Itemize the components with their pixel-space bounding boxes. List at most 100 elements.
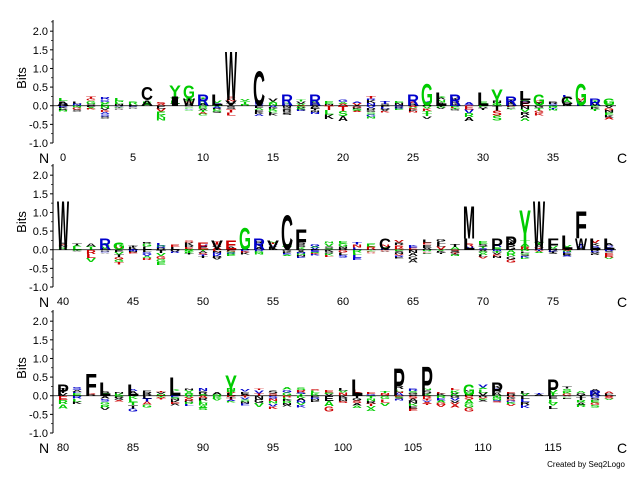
depleted-residue: L	[198, 400, 208, 404]
depleted-residue: E	[254, 105, 264, 108]
background-residue: S	[408, 394, 418, 397]
y-tick-label: 1.0	[33, 207, 48, 219]
background-residue: A	[86, 243, 97, 248]
depleted-residue: G	[366, 250, 376, 251]
residue-G: G	[533, 93, 545, 110]
background-residue: S	[268, 390, 278, 395]
depleted-residue: T	[156, 249, 167, 254]
background-residue: E	[324, 390, 334, 394]
credit-text: Created by Seq2Logo	[547, 460, 625, 469]
background-residue: A	[142, 103, 153, 107]
background-residue: N	[198, 388, 208, 392]
depleted-residue: S	[492, 401, 502, 403]
depleted-residue: A	[366, 253, 376, 254]
background-residue: K	[170, 388, 181, 391]
residue-G: G	[575, 79, 587, 113]
background-residue: T	[296, 394, 307, 397]
depleted-residue: S	[492, 115, 502, 123]
depleted-residue: E	[58, 107, 68, 109]
depleted-residue: R	[212, 108, 222, 110]
background-residue: N	[170, 393, 180, 396]
background-residue: T	[226, 102, 237, 106]
background-residue: T	[156, 390, 167, 392]
background-residue: R	[478, 103, 489, 106]
depleted-residue: K	[268, 406, 279, 410]
depleted-residue: K	[212, 255, 223, 258]
depleted-residue: R	[226, 254, 236, 256]
background-residue: V	[604, 104, 615, 107]
background-residue: A	[282, 387, 292, 390]
residue-E: E	[197, 241, 209, 252]
depleted-residue: E	[254, 109, 264, 112]
background-residue: A	[128, 389, 138, 392]
depleted-residue: A	[114, 106, 124, 107]
depleted-residue: K	[156, 114, 167, 118]
residue-G: G	[463, 383, 475, 400]
background-residue: S	[478, 248, 488, 250]
residue-R: R	[197, 92, 209, 109]
y-tick-label: 1.0	[33, 63, 48, 75]
depleted-residue: N	[268, 401, 278, 405]
background-residue: R	[58, 244, 68, 246]
background-residue: S	[296, 392, 306, 395]
logo-row-3: 2.0 1.5 1.0 0.5 0.0 -0.5 -1.0 Bits N C 80 85 90 95 100…	[14, 310, 627, 456]
background-residue: R	[394, 245, 405, 250]
depleted-residue: E	[562, 398, 572, 399]
background-residue: N	[590, 391, 600, 395]
depleted-residue: S	[282, 111, 292, 114]
depleted-residue: E	[436, 398, 446, 402]
background-residue: K	[450, 97, 461, 102]
background-residue: L	[128, 104, 138, 106]
background-residue: A	[72, 390, 82, 393]
background-residue: V	[268, 244, 279, 247]
depleted-residue: E	[226, 255, 236, 257]
depleted-residue: G	[128, 408, 138, 413]
depleted-residue: A	[170, 404, 180, 407]
background-residue: N	[464, 246, 474, 251]
depleted-residue: S	[198, 253, 208, 256]
residue-F: F	[547, 236, 559, 254]
depleted-residue: K	[254, 112, 265, 115]
depleted-residue: N	[282, 403, 292, 406]
depleted-residue: V	[422, 105, 433, 109]
background-residue: R	[226, 391, 236, 393]
residue-R: R	[407, 92, 419, 109]
depleted-residue: T	[156, 396, 166, 398]
depleted-residue: K	[268, 114, 279, 117]
background-residue: N	[380, 393, 390, 395]
background-residue: K	[128, 247, 139, 251]
background-residue: T	[534, 242, 545, 245]
background-residue: G	[310, 244, 320, 247]
depleted-residue: K	[114, 108, 124, 109]
background-residue: N	[114, 101, 124, 103]
residue-C: C	[253, 62, 265, 117]
depleted-residue: L	[142, 395, 152, 400]
depleted-residue: N	[58, 111, 68, 113]
background-residue: K	[534, 247, 545, 250]
depleted-residue: A	[464, 399, 475, 405]
background-residue: R	[338, 248, 348, 250]
background-residue: L	[226, 393, 236, 397]
depleted-residue: T	[128, 404, 139, 409]
background-residue: A	[338, 104, 348, 107]
background-residue: L	[576, 102, 586, 106]
residue-V: V	[267, 239, 280, 253]
depleted-residue: V	[450, 398, 461, 402]
background-residue: T	[478, 246, 489, 249]
background-residue: N	[576, 100, 586, 104]
depleted-residue: S	[198, 407, 208, 411]
depleted-residue: E	[478, 398, 488, 400]
depleted-residue: K	[408, 403, 419, 407]
depleted-residue: R	[366, 401, 377, 405]
depleted-residue: K	[240, 251, 251, 254]
depleted-residue: E	[464, 105, 475, 111]
background-residue: A	[450, 247, 461, 251]
background-residue: G	[366, 394, 376, 396]
background-residue: A	[212, 392, 222, 395]
depleted-residue: V	[408, 107, 419, 109]
depleted-residue: E	[352, 257, 362, 261]
background-residue: G	[604, 245, 614, 248]
background-residue: T	[380, 100, 391, 106]
